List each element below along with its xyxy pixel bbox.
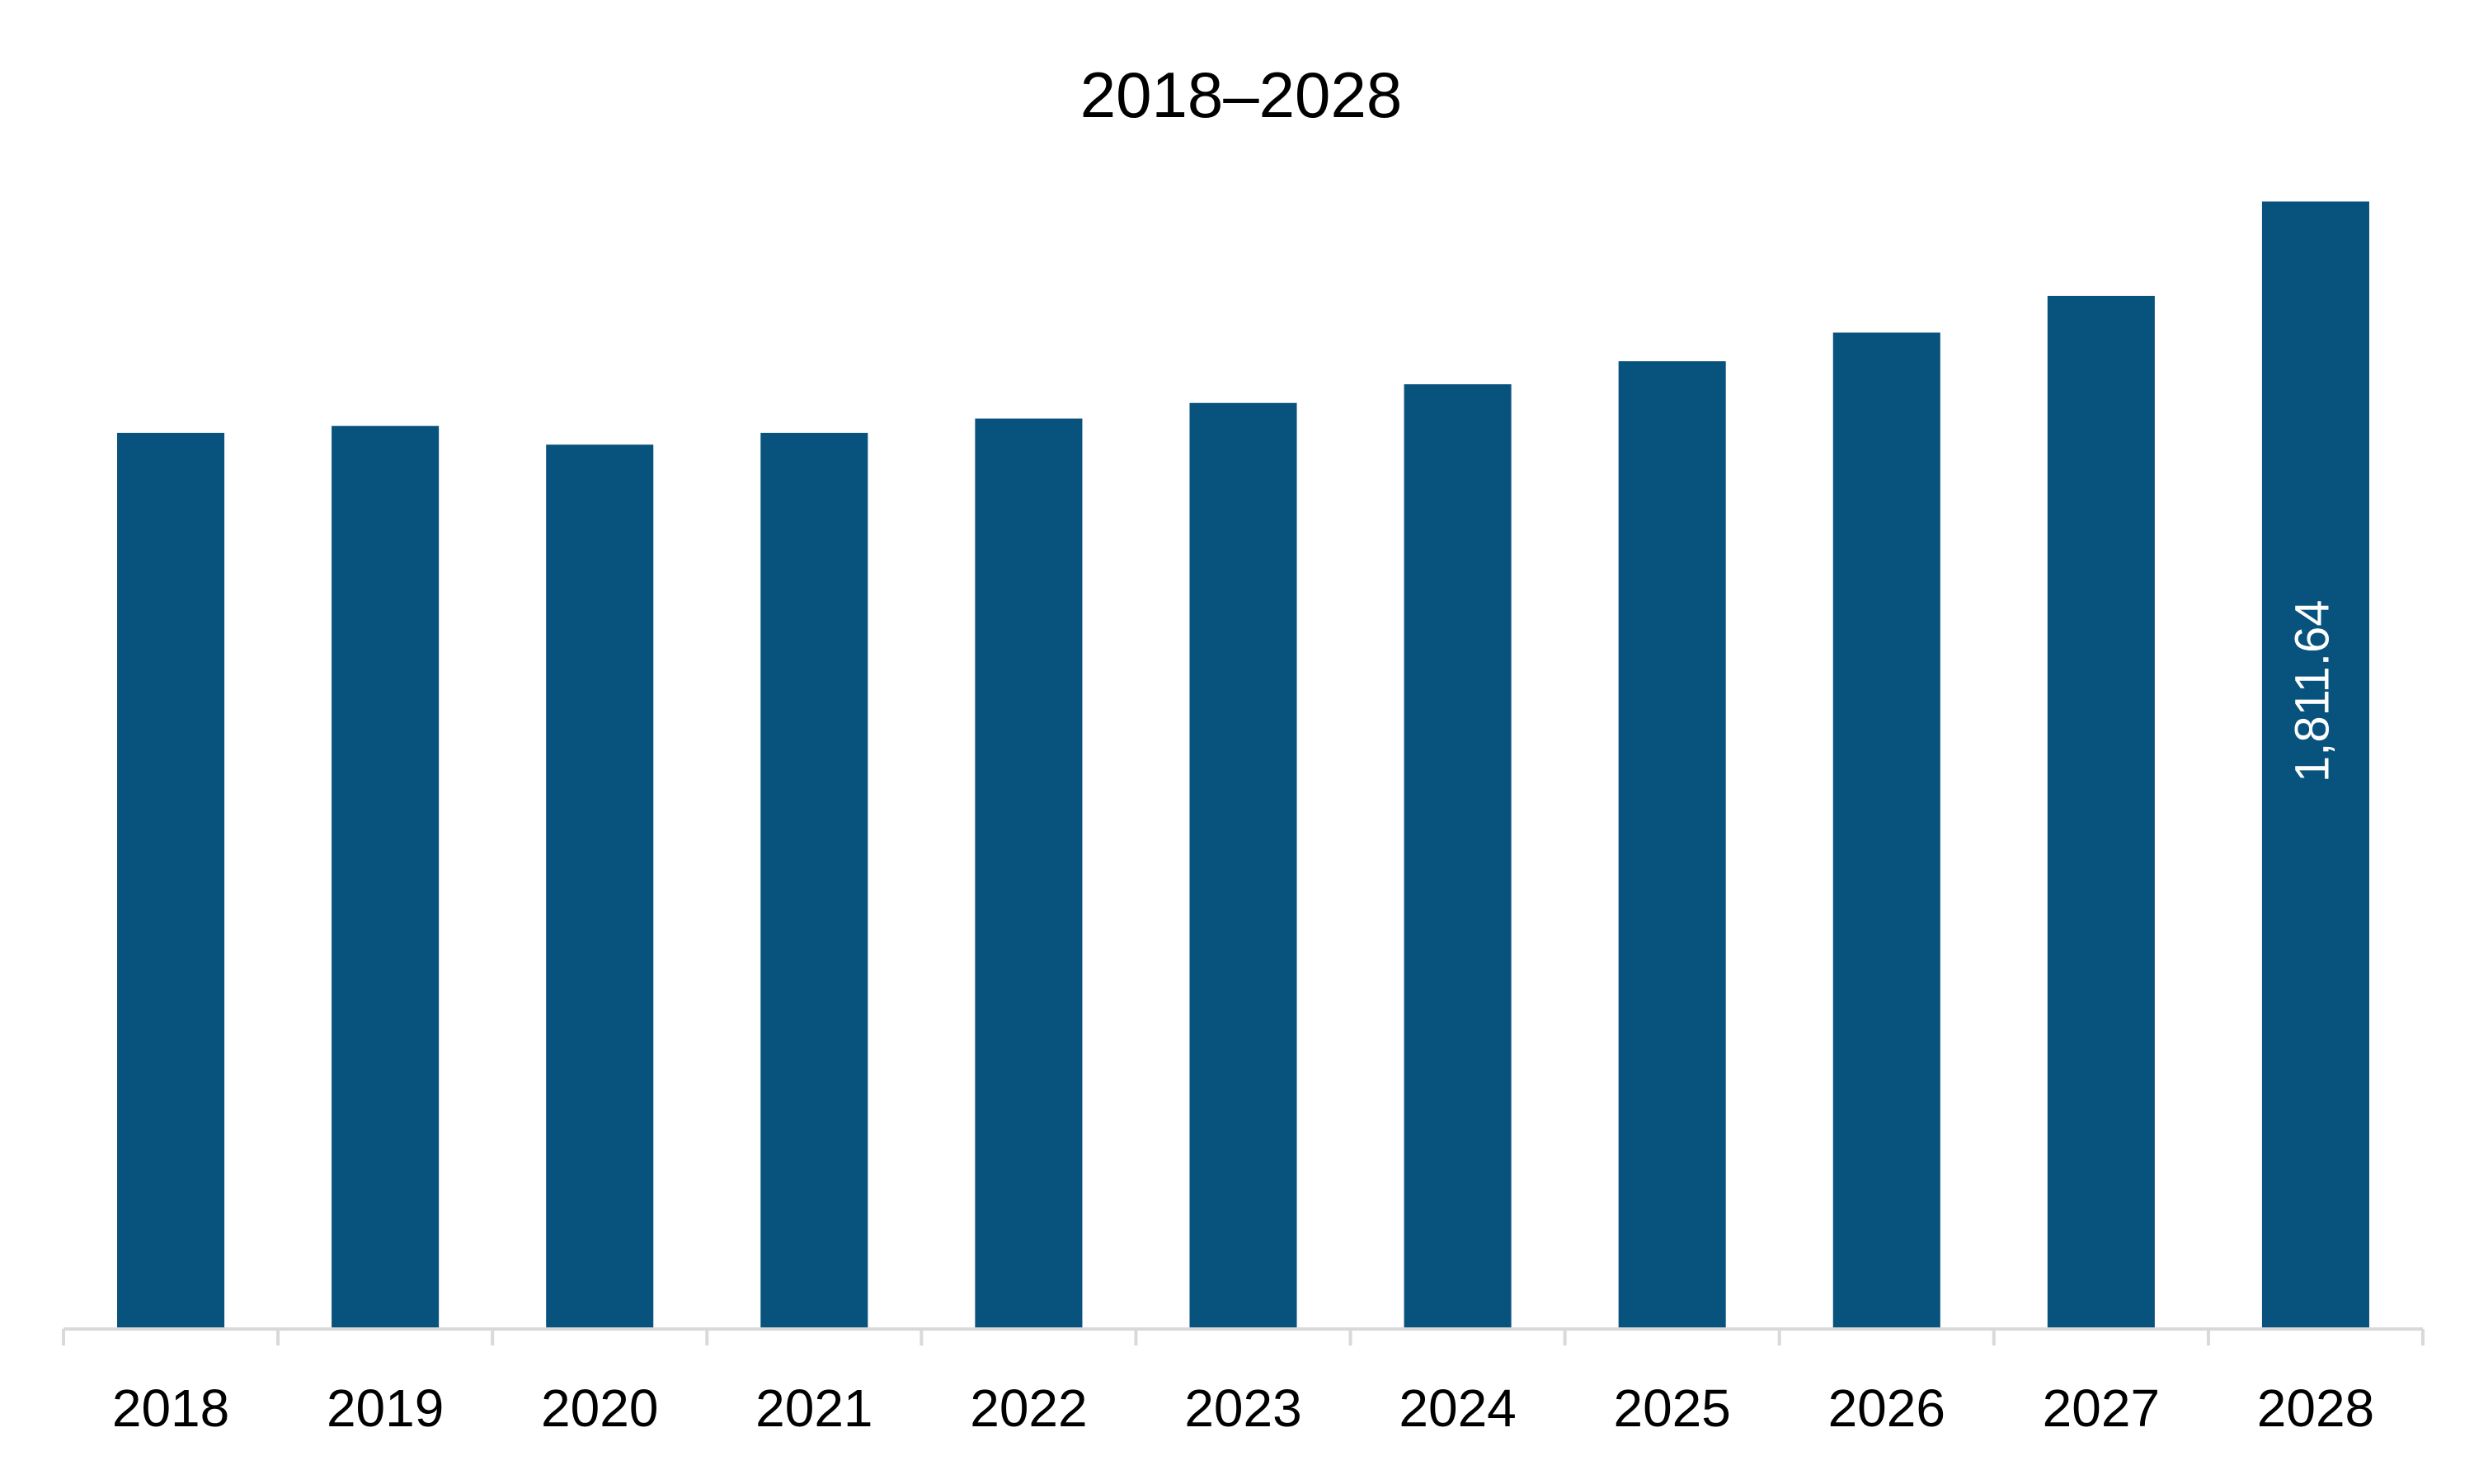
data-label-2028: 1,811.64: [2285, 599, 2339, 782]
bar-2026: [1832, 332, 1940, 1330]
x-tick-label-2024: 2024: [1399, 1378, 1516, 1438]
x-tick-label-2019: 2019: [327, 1378, 444, 1438]
x-tick-label-2025: 2025: [1613, 1378, 1730, 1438]
x-tick-label-2027: 2027: [2043, 1378, 2160, 1438]
x-tick-label-2018: 2018: [112, 1378, 229, 1438]
bars-layer: [117, 201, 2369, 1330]
bar-2025: [1618, 361, 1726, 1329]
x-tick-label-2026: 2026: [1828, 1378, 1945, 1438]
x-tick-label-2021: 2021: [755, 1378, 872, 1438]
bar-2020: [546, 444, 654, 1329]
x-tick-label-2020: 2020: [541, 1378, 658, 1438]
labels-layer: 1,811.64 2018 2019 2020 2021 2022 2023 2024 2025…: [112, 599, 2374, 1438]
bar-2022: [975, 418, 1083, 1329]
x-axis: [62, 1327, 2425, 1345]
x-tick-label-2028: 2028: [2257, 1378, 2374, 1438]
x-tick-label-2023: 2023: [1184, 1378, 1301, 1438]
bar-2023: [1189, 402, 1297, 1329]
bar-2027: [2047, 295, 2155, 1329]
bar-2028: [2261, 201, 2369, 1330]
bar-2021: [760, 432, 868, 1329]
chart-title: 2018–2028: [1080, 59, 1402, 131]
bar-2018: [117, 432, 225, 1329]
bar-2024: [1404, 384, 1512, 1330]
x-tick-label-2022: 2022: [970, 1378, 1087, 1438]
bar-2019: [332, 425, 440, 1330]
